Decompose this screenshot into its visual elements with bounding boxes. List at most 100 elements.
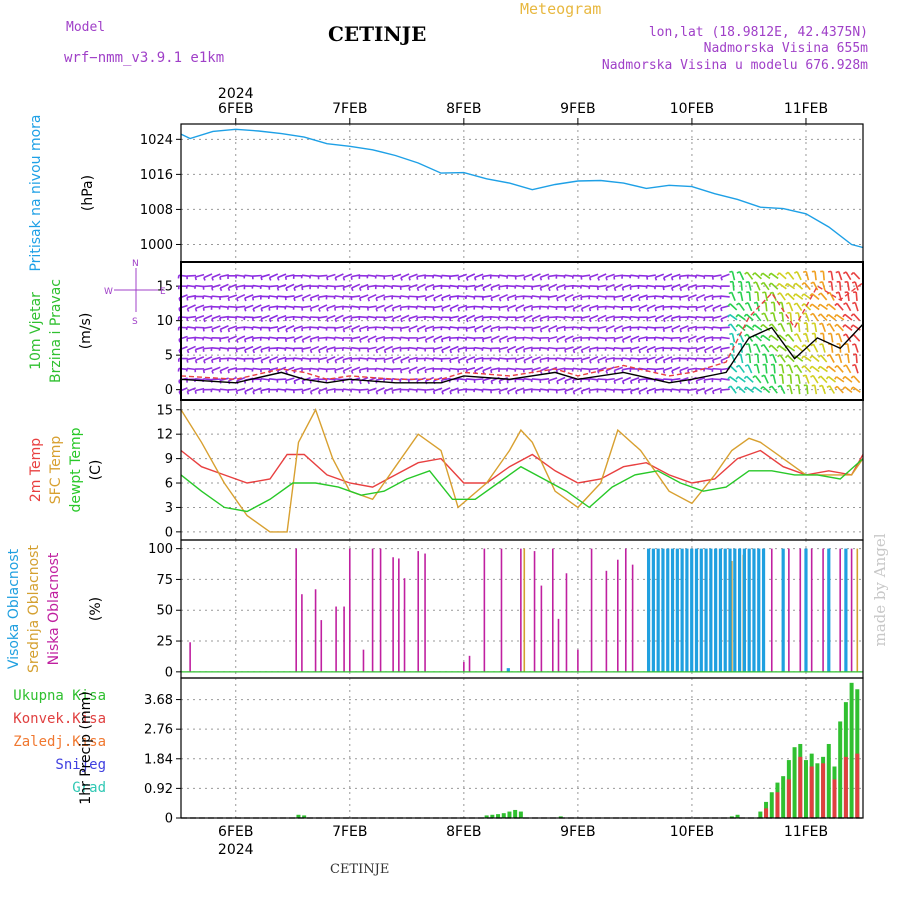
wind-arrow (572, 387, 582, 393)
wind-arrow (244, 345, 254, 351)
wind-arrow-barb (219, 338, 222, 342)
wind-arrow-barb (762, 353, 766, 356)
wind-arrow-barb (850, 386, 854, 391)
y-tick-label: 0 (165, 812, 173, 827)
wind-arrow-barb (679, 328, 682, 333)
wind-arrow-barb (375, 338, 378, 343)
wind-arrow (696, 346, 706, 351)
wind-arrow-barb (729, 270, 733, 273)
wind-arrow-barb (842, 375, 846, 380)
wind-arrow (738, 302, 745, 311)
wind-arrow-barb (630, 297, 633, 302)
wind-arrow (811, 292, 820, 301)
wind-arrow (449, 315, 459, 319)
wind-arrow (746, 313, 754, 321)
wind-arrow-barb (760, 386, 764, 390)
wind-arrow (613, 377, 624, 382)
wind-arrow (827, 303, 836, 311)
wind-arrow (515, 387, 525, 392)
wind-arrow-barb (408, 370, 412, 374)
wind-arrow (806, 385, 809, 395)
y-tick-label: 1.84 (144, 752, 173, 767)
wind-arrow-barb (375, 349, 379, 354)
wind-arrow-barb (744, 271, 748, 275)
wind-arrow-barb (827, 270, 832, 273)
wind-arrow (474, 378, 484, 381)
wind-arrow (773, 302, 776, 312)
wind-arrow (416, 388, 426, 391)
wind-arrow (771, 385, 778, 394)
wind-arrow (425, 283, 435, 289)
wind-arrow-barb (720, 318, 724, 323)
elevation-text: Nadmorska Visina 655m (703, 41, 868, 56)
wind-arrow-barb (457, 276, 460, 281)
wind-arrow (523, 304, 533, 309)
wind-arrow (359, 367, 369, 371)
wind-arrow (605, 356, 615, 361)
wind-arrow-barb (785, 333, 789, 337)
wind-arrow (803, 282, 811, 291)
wind-arrow (449, 304, 459, 310)
wind-arrow-barb (522, 349, 526, 353)
wind-arrow (343, 366, 352, 372)
meteogram-label: Meteogram (520, 0, 602, 18)
speed-line (180, 323, 864, 384)
wind-arrow (548, 336, 558, 340)
wind-arrow-barb (359, 339, 362, 343)
wind-arrow (498, 305, 509, 309)
wind-arrow (228, 388, 238, 391)
wind-arrow-barb (762, 291, 766, 294)
wind-arrow (745, 324, 754, 331)
wind-arrow (696, 293, 706, 300)
wind-arrow-barb (260, 390, 263, 394)
visoka-oblacnost-bar (680, 548, 684, 672)
wind-arrow (236, 305, 246, 309)
wind-arrow-barb (811, 322, 815, 325)
wind-arrow (186, 356, 197, 361)
wind-arrow (326, 314, 336, 320)
wind-arrow (490, 283, 500, 289)
temperature-panel (176, 399, 864, 541)
y-axis-title: SFC Temp (48, 436, 64, 505)
y-tick-label: 1024 (140, 133, 173, 148)
niska-oblacnost-bar (557, 618, 560, 672)
wind-arrow (219, 377, 229, 382)
wind-arrow-barb (834, 376, 838, 380)
wind-arrow-barb (473, 277, 477, 281)
wind-arrow (646, 274, 656, 278)
y-tick-label: 3.68 (144, 693, 173, 708)
wind-arrow (219, 295, 229, 298)
wind-arrow-barb (375, 308, 378, 312)
wind-arrow (310, 387, 320, 393)
wind-arrow (531, 284, 541, 288)
wind-arrow-barb (473, 318, 477, 322)
wind-arrow (310, 274, 320, 278)
day-label-top: 11FEB (784, 101, 828, 117)
day-label-top: 7FEB (332, 101, 367, 117)
wind-arrow (786, 282, 796, 290)
wind-arrow (730, 385, 737, 394)
wind-arrow-barb (506, 379, 509, 384)
wind-arrow-barb (843, 364, 847, 368)
visoka-oblacnost-bar (757, 548, 761, 672)
wind-arrow (581, 387, 591, 392)
wind-arrow (805, 374, 810, 384)
wind-arrow-barb (366, 286, 370, 291)
wind-arrow (195, 284, 205, 288)
wind-arrow-barb (852, 301, 856, 305)
day-label-top: 8FEB (446, 101, 481, 117)
wind-arrow (845, 271, 852, 281)
wind-arrow-barb (745, 343, 750, 346)
wind-arrow-barb (817, 365, 821, 370)
wind-arrow (630, 335, 640, 341)
wind-arrow (548, 294, 558, 299)
niska-oblacnost-bar (624, 548, 627, 672)
wind-arrow-barb (244, 391, 247, 395)
wind-arrow-barb (801, 293, 805, 297)
wind-arrow (392, 304, 402, 310)
wind-arrow (671, 325, 681, 331)
ukupna-kisa-bar (496, 814, 501, 818)
wind-arrow-barb (735, 386, 739, 390)
wind-arrow (827, 365, 836, 373)
wind-arrow-barb (760, 324, 764, 328)
